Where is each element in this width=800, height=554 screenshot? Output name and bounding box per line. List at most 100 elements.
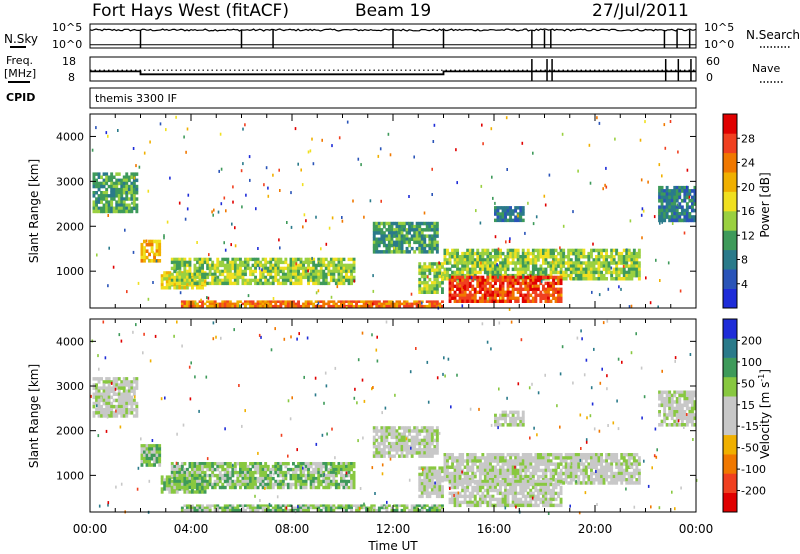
rti-cell [117,404,121,409]
rti-scatter-point [132,250,135,254]
rti-cell [269,473,273,478]
rti-cell [554,296,558,300]
rti-cell [615,277,619,281]
rti-scatter-point [540,280,543,283]
rti-cell [246,476,250,481]
rti-cell [519,471,523,476]
rti-cell [135,411,139,415]
rti-cell [304,508,308,512]
rti-cell [590,481,593,485]
rti-cell [516,474,520,479]
rti-cell [302,508,305,512]
rti-cell [289,482,293,487]
rti-cell [481,462,485,466]
y-tick-label: 4000 [56,130,84,143]
rti-cell [135,401,139,406]
rti-cell [249,257,252,262]
rti-cell [92,395,96,400]
rti-cell [233,464,237,469]
rti-cell [390,448,394,452]
rti-cell [597,270,601,275]
rti-cell [456,459,459,463]
rti-cell [683,198,687,203]
rti-cell [526,290,530,294]
rti-cell [314,485,318,490]
rti-cell [463,258,467,262]
rti-cell [534,273,538,278]
rti-cell [254,275,257,280]
rti-cell [289,304,293,308]
rti-cell [173,464,177,469]
rti-cell [489,261,492,265]
rti-cell [572,251,576,256]
rti-cell [408,426,411,430]
rti-cell [630,264,634,268]
rti-cell [584,277,588,281]
rti-cell [130,380,134,384]
rti-cell [244,508,247,512]
rti-cell [173,490,177,494]
rti-cell [428,482,432,486]
rti-cell [534,255,538,259]
rti-cell [183,266,187,271]
rti-cell [483,290,487,294]
rti-cell [261,304,265,308]
rti-cell [501,468,505,473]
rti-cell [226,479,230,484]
rti-cell [425,287,429,291]
rti-cell [390,454,394,458]
rti-cell [254,263,257,268]
rti-cell [403,302,406,306]
rti-cell [488,284,492,288]
rti-cell [539,264,543,268]
rti-cell [342,263,346,268]
rti-cell [458,270,462,275]
rti-cell [600,462,603,466]
rti-cell [269,263,273,268]
rti-cell [317,506,321,510]
rti-cell [433,228,437,232]
rti-cell [385,243,389,248]
rti-scatter-point [380,199,382,203]
rti-cell [554,299,558,303]
rti-cell [418,300,422,303]
rti-cell [453,275,457,280]
rti-cell [489,264,492,268]
rti-cell [410,508,414,512]
rti-cell [393,221,396,226]
rti-cell [481,258,485,262]
rti-cell [504,290,507,294]
rti-cell [208,506,212,510]
rti-cell [297,508,300,512]
rti-cell [244,482,247,487]
rti-cell [395,506,399,510]
rti-cell [506,287,510,291]
rti-cell [387,426,391,430]
rti-cell [112,191,116,195]
rti-cell [494,293,497,297]
rti-cell [289,266,293,271]
rti-cell [261,266,265,271]
rti-cell [102,389,106,393]
rti-cell [531,287,535,291]
rti-cell [453,478,457,482]
rti-cell [544,462,548,466]
rti-cell [627,255,631,259]
rti-scatter-point [175,115,177,119]
rti-cell [430,281,434,285]
rti-cell [600,478,603,482]
rti-cell [430,237,434,241]
rti-cell [423,243,427,248]
rti-cell [544,290,548,294]
rti-cell [501,206,505,210]
rti-cell [327,281,331,286]
rti-cell [602,261,606,265]
rti-cell [269,467,273,472]
rti-cell [534,248,538,253]
rti-cell [206,281,210,286]
rti-scatter-point [307,150,310,154]
rti-cell [521,255,525,259]
rti-cell [228,304,232,308]
rti-cell [574,465,578,469]
rti-cell [526,468,530,473]
